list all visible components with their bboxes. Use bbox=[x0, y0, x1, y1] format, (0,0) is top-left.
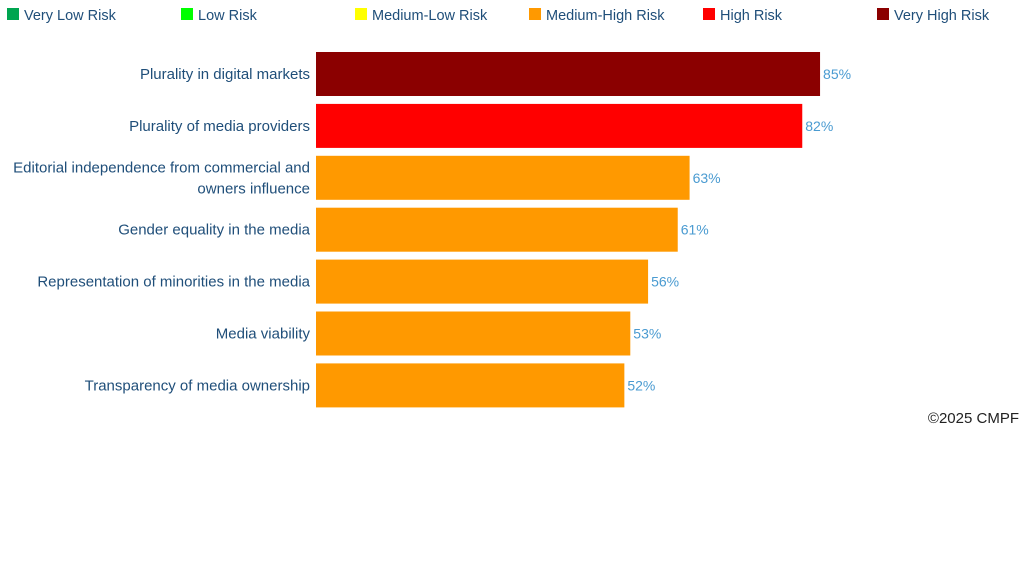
legend-label-2: Medium-Low Risk bbox=[372, 8, 488, 24]
legend-label-5: Very High Risk bbox=[894, 8, 990, 24]
data-label-3: 61% bbox=[681, 222, 709, 238]
category-label-3: Gender equality in the media bbox=[118, 222, 310, 239]
legend-label-0: Very Low Risk bbox=[24, 8, 117, 24]
legend-swatch-3 bbox=[529, 8, 541, 20]
copyright-notice: ©2025 CMPF bbox=[928, 410, 1019, 427]
bar-5 bbox=[316, 311, 631, 356]
legend-label-4: High Risk bbox=[720, 8, 783, 24]
data-label-4: 56% bbox=[651, 274, 679, 290]
category-label-4: Representation of minorities in the medi… bbox=[37, 274, 310, 291]
category-label-0: Plurality in digital markets bbox=[140, 66, 310, 83]
category-label-2: Editorial independence from commercial a… bbox=[13, 159, 310, 197]
legend-label-1: Low Risk bbox=[198, 8, 258, 24]
legend-swatch-4 bbox=[703, 8, 715, 20]
data-label-2: 63% bbox=[693, 170, 721, 186]
data-label-6: 52% bbox=[627, 377, 655, 393]
legend-swatch-2 bbox=[355, 8, 367, 20]
bar-2 bbox=[316, 155, 690, 200]
bar-0 bbox=[316, 52, 821, 96]
data-label-0: 85% bbox=[823, 66, 851, 82]
bar-4 bbox=[316, 259, 649, 304]
chart-legend: Very Low Risk Low Risk Medium-Low Risk Medi… bbox=[7, 8, 990, 24]
category-label-5: Media viability bbox=[216, 326, 311, 343]
legend-swatch-5 bbox=[877, 8, 889, 20]
bar-area bbox=[316, 52, 821, 408]
legend-swatch-1 bbox=[181, 8, 193, 20]
legend-swatch-0 bbox=[7, 8, 19, 20]
data-label-5: 53% bbox=[633, 326, 661, 342]
bar-6 bbox=[316, 363, 625, 408]
category-label-1: Plurality of media providers bbox=[129, 118, 310, 135]
category-label-6: Transparency of media ownership bbox=[85, 377, 310, 394]
data-label-1: 82% bbox=[805, 118, 833, 134]
category-labels: Plurality in digital markets Plurality of… bbox=[13, 66, 310, 394]
legend-label-3: Medium-High Risk bbox=[546, 8, 665, 24]
bar-3 bbox=[316, 207, 678, 252]
data-labels: 85% 82% 63% 61% 56% 53% 52% bbox=[627, 66, 851, 393]
bar-1 bbox=[316, 103, 803, 148]
